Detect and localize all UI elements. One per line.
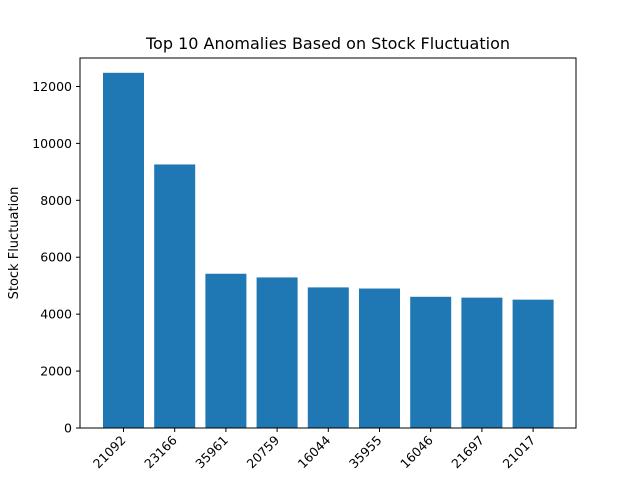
bar-21017 [512, 299, 554, 428]
y-tick-label: 4000 [40, 307, 72, 322]
bar-21092 [103, 72, 144, 429]
bar-35955 [359, 288, 400, 428]
bar-35961 [205, 273, 247, 428]
y-tick-label: 0 [64, 421, 72, 436]
bars-group [103, 72, 554, 429]
chart-title: Top 10 Anomalies Based on Stock Fluctuat… [145, 34, 510, 53]
bar-20759 [256, 277, 298, 428]
bar-16046 [410, 296, 452, 428]
bar-16044 [307, 287, 349, 428]
y-tick-label: 2000 [40, 364, 72, 379]
y-axis-label: Stock Fluctuation [7, 187, 22, 300]
bar-23166 [154, 164, 196, 428]
y-tick-label: 6000 [40, 250, 72, 265]
y-tick-label: 8000 [40, 193, 72, 208]
plot-frame [79, 57, 577, 429]
y-tick-label: 10000 [32, 136, 72, 151]
y-axis: 0 2000 4000 6000 8000 10000 12000 [32, 79, 80, 436]
bar-21697 [461, 297, 503, 428]
y-tick-label: 12000 [32, 79, 72, 94]
